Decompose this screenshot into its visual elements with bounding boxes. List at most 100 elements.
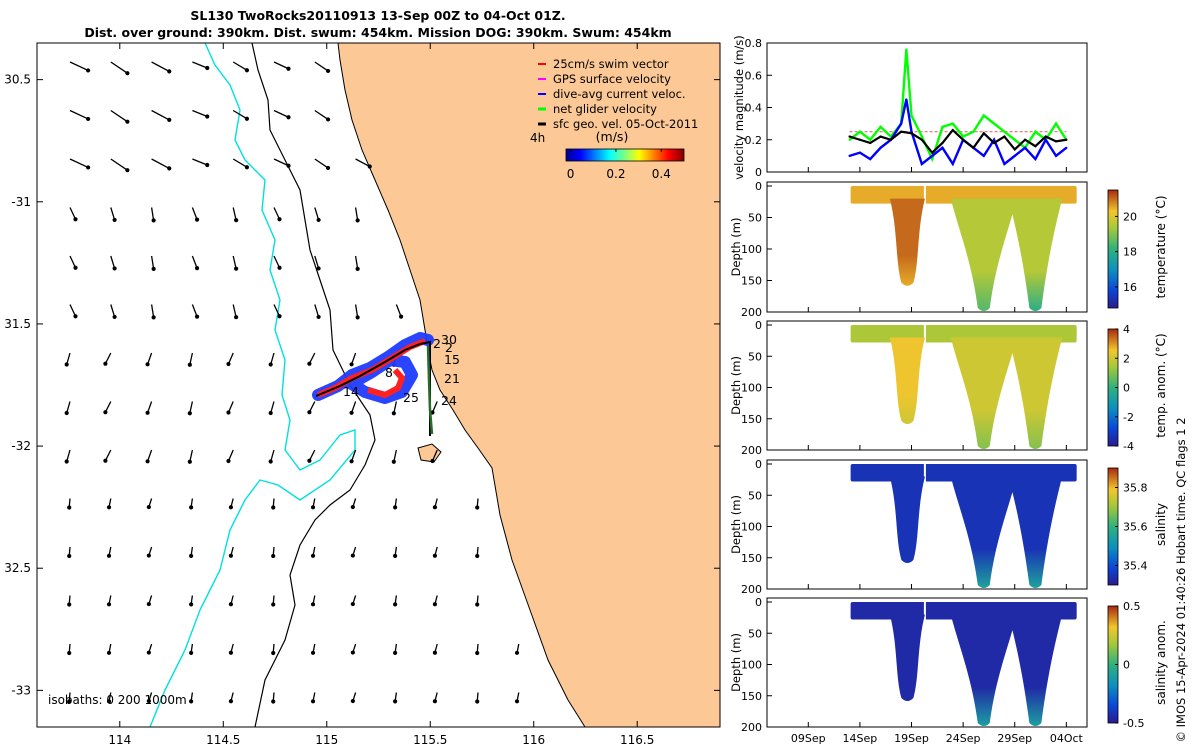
velocity-series-point (982, 132, 985, 135)
velocity-series-point (992, 141, 996, 145)
velocity-y-label: velocity magnitude (m/s) (732, 35, 746, 180)
current-vector (273, 304, 281, 317)
velocity-series-point (879, 125, 882, 128)
velocity-series-point (869, 138, 872, 141)
current-vector-head (67, 650, 72, 656)
velocity-y-tick-label: 0.6 (745, 69, 763, 82)
section-dive-plume (1008, 337, 1063, 449)
credit-text: © IMOS 15-Apr-2024 01:40:26 Hobart time.… (1174, 417, 1188, 742)
legend-label: dive-avg current veloc. (553, 87, 686, 101)
current-vector-head (349, 362, 354, 367)
section-colorbar-label: 35.4 (1123, 560, 1148, 573)
section-panel-frame (766, 181, 1088, 313)
current-vector-head (112, 314, 117, 320)
current-vector-head (393, 553, 398, 559)
velocity-y-tick-label: 0.4 (745, 102, 763, 115)
section-colorbar-label: 4 (1123, 323, 1130, 336)
current-vector-head (103, 361, 108, 366)
current-vector-head (187, 411, 192, 416)
section-colorbar-label: -4 (1123, 440, 1134, 453)
current-vector-head (194, 314, 200, 319)
legend-label: sfc geo. vel. 05-Oct-2011 (553, 117, 698, 131)
velocity-series-point (869, 141, 872, 145)
track-day-label: 21 (444, 371, 460, 386)
current-vector (273, 255, 281, 269)
current-vector-head (234, 315, 239, 320)
current-vector-head (86, 68, 91, 73)
velocity-series-point (992, 138, 996, 141)
current-vector-head (475, 699, 480, 704)
section-y-tick-label: 150 (741, 413, 762, 426)
isobath-1000m (149, 43, 356, 727)
map-x-tick-label: 116 (522, 733, 545, 747)
section-colorbar-label: -0.5 (1123, 717, 1144, 730)
current-vector-head (393, 505, 398, 510)
velocity-series-point (941, 141, 944, 145)
section-data-gap (923, 185, 926, 206)
current-vector (110, 207, 116, 221)
speed-colorbar-label: 0.2 (606, 167, 625, 181)
map-x-tick-label: 115.5 (413, 733, 447, 747)
current-vector-head (228, 553, 234, 558)
current-vector-head (393, 699, 398, 704)
current-vector-head (271, 602, 276, 607)
current-vector-head (151, 218, 156, 223)
section-y-tick-label: 100 (741, 243, 762, 256)
current-vector-head (167, 117, 172, 122)
current-vector-head (67, 699, 72, 704)
current-vector-head (286, 66, 291, 71)
current-vector-head (145, 459, 150, 464)
current-vector (232, 109, 248, 120)
section-colorbar-label: 20 (1123, 210, 1137, 223)
section-colorbar-label: 0 (1123, 659, 1130, 672)
map-y-tick-label: -33 (11, 683, 31, 697)
section-dive-plume (889, 198, 925, 286)
velocity-series-point (1013, 138, 1016, 141)
section-y-tick-label: 100 (741, 659, 762, 672)
current-vector-head (151, 266, 156, 271)
current-vector-head (167, 166, 172, 171)
current-vector-head (73, 217, 78, 222)
current-vector-head (106, 650, 112, 655)
current-vector-head (103, 410, 108, 415)
section-y-tick-label: 0 (755, 319, 762, 332)
current-vector-head (244, 165, 250, 170)
section-dive-plume (1008, 614, 1063, 726)
velocity-series-point (848, 154, 851, 157)
current-vector-head (268, 410, 273, 416)
map-x-tick-label: 114 (108, 733, 131, 747)
current-vector-head (228, 505, 234, 510)
velocity-series-point (982, 114, 985, 117)
velocity-series-point (951, 122, 954, 125)
current-vector-head (391, 411, 396, 416)
current-vector (191, 207, 198, 220)
current-vector (151, 158, 170, 169)
current-vector (192, 61, 208, 69)
current-vector-head (349, 459, 354, 464)
section-y-tick-label: 0 (755, 596, 762, 609)
section-dive-plume (889, 476, 925, 563)
track-day-label: 30 (441, 332, 457, 347)
section-dive-plume (1008, 198, 1063, 311)
velocity-series-point (931, 154, 934, 157)
section-y-tick-label: 0 (755, 180, 762, 193)
current-vector-head (325, 165, 331, 171)
current-vector-head (228, 602, 234, 607)
current-vector-head (277, 314, 282, 319)
current-vector-head (146, 698, 151, 704)
current-vector-head (432, 699, 438, 704)
current-vector-head (244, 68, 250, 73)
velocity-series-point (869, 158, 872, 161)
map-frame (36, 42, 721, 728)
current-vector (314, 207, 320, 221)
section-colorbar-label: 0.5 (1123, 600, 1141, 613)
current-vector (110, 109, 128, 123)
velocity-series-point (992, 122, 996, 125)
current-vector-head (145, 362, 150, 367)
velocity-series-point (962, 135, 965, 138)
current-vector (354, 255, 359, 269)
current-vector-head (106, 602, 112, 607)
speed-colorbar-label: 0.4 (652, 167, 671, 181)
current-vector (150, 207, 155, 221)
